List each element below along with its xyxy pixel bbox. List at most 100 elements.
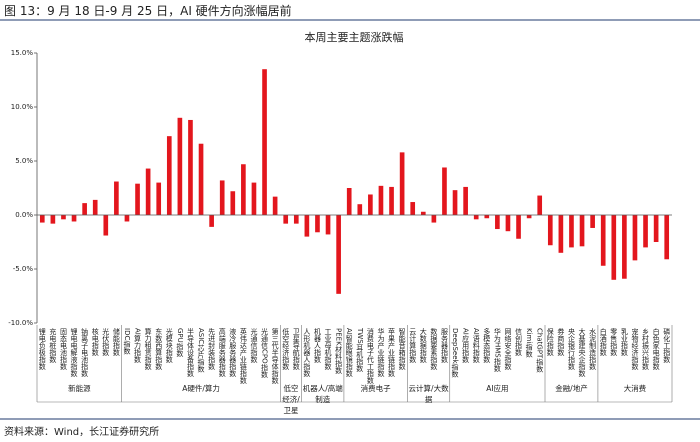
x-tick-label: ChatGPT指数 <box>536 328 544 373</box>
bar <box>166 136 172 215</box>
x-tick-label: 零售指数 <box>610 328 618 357</box>
bar <box>420 211 426 215</box>
x-tick-label: 钠离子电池指数 <box>81 327 89 378</box>
x-tick-label: DeepSeek指数 <box>451 328 459 379</box>
x-tick-label: 券商指数 <box>557 327 565 357</box>
bar <box>643 215 648 248</box>
x-tick-label: AI应用指数 <box>462 328 470 364</box>
y-tick-label: -10.0% <box>8 319 33 327</box>
bar <box>39 215 45 223</box>
bar <box>230 191 236 215</box>
bar <box>283 215 289 224</box>
bar <box>135 183 140 215</box>
bar <box>622 215 627 279</box>
x-tick-label: 算力租赁指数 <box>144 327 152 371</box>
bar <box>82 203 87 215</box>
x-tick-label: 保险指数 <box>546 327 554 357</box>
bar <box>484 215 490 219</box>
x-tick-label: 机器人指数 <box>313 327 321 364</box>
x-tick-label: 半导体设备指数 <box>186 327 194 378</box>
bar <box>357 204 363 215</box>
x-tick-label: 磷化工指数 <box>663 327 671 364</box>
x-tick-label: 白酒指数 <box>599 327 607 357</box>
x-tick-label: 高端服务器指数 <box>218 327 226 378</box>
y-tick-label: 5.0% <box>15 157 33 165</box>
bar <box>473 215 479 220</box>
group-label: 云计算/大数据 <box>408 384 449 404</box>
bar <box>114 181 119 215</box>
x-tick-label: 先进封装指数 <box>208 327 216 371</box>
x-tick-label: 信创指数 <box>515 327 523 357</box>
x-tick-label: GPU指数 <box>176 328 184 358</box>
x-tick-label: 充电桩指数 <box>49 327 57 364</box>
bar <box>50 215 56 224</box>
bar <box>219 180 225 215</box>
x-tick-label: AI算力指数 <box>134 328 142 364</box>
x-tick-label: 云计算指数 <box>409 328 417 364</box>
x-tick-label: IDC指数 <box>123 328 131 356</box>
y-tick-label: 0.0% <box>15 211 33 219</box>
x-tick-label: 第三代半导体指数 <box>271 327 279 385</box>
bar <box>241 164 246 215</box>
bar <box>389 186 394 215</box>
bar <box>198 143 204 215</box>
x-tick-label: 人形机器人指数 <box>303 328 311 378</box>
group-label: 机器人/高端制造 <box>302 384 343 404</box>
x-tick-label: 水泥制造指数 <box>589 327 597 371</box>
y-tick-label: -5.0% <box>13 265 34 273</box>
x-tick-label: 英伟达产业链指数 <box>239 327 247 385</box>
bar <box>145 168 151 215</box>
x-tick-label: 锂电负极指数 <box>38 327 46 371</box>
x-tick-label: 光通信CPO指数 <box>261 327 269 379</box>
x-tick-label: 低空经济指数 <box>282 327 290 371</box>
group-label: AI应用 <box>486 384 509 393</box>
bar <box>71 215 77 222</box>
bar <box>209 215 214 227</box>
bar <box>368 194 373 215</box>
bar <box>346 188 352 215</box>
x-tick-label: 宠物经济指数 <box>631 327 639 371</box>
x-tick-label: Kimi指数 <box>525 328 533 358</box>
bar <box>61 215 66 220</box>
x-tick-label: 核电指数 <box>91 327 99 357</box>
x-tick-label: 液冷服务器指数 <box>229 327 237 378</box>
bar <box>495 215 500 230</box>
x-tick-label: TWS耳机指数 <box>356 327 364 373</box>
x-tick-label: 工业母机指数 <box>324 328 332 371</box>
x-tick-label: 固态电池指数 <box>59 328 67 371</box>
x-tick-label: 光通信指数 <box>250 327 258 364</box>
y-tick-label: 10.0% <box>11 103 34 111</box>
bar <box>579 215 585 247</box>
bar <box>537 195 543 215</box>
bar <box>558 215 564 253</box>
x-tick-label: 东数西算指数 <box>155 327 163 371</box>
x-tick-label: 央企银行指数 <box>567 327 575 371</box>
x-tick-label: 白色家电指数 <box>652 327 660 371</box>
group-label: 大消费 <box>623 384 647 393</box>
bar <box>569 215 574 248</box>
bar <box>632 215 638 261</box>
x-tick-label: 大数据指数 <box>419 327 427 364</box>
bar <box>325 215 331 235</box>
x-tick-label: 多模态指数 <box>483 327 491 364</box>
bar <box>315 215 320 233</box>
x-tick-label: 消费电子代工指数 <box>366 327 374 385</box>
bar <box>463 186 468 215</box>
x-tick-label: 光伏指数 <box>102 327 110 357</box>
bar <box>611 215 617 280</box>
bar <box>590 215 595 228</box>
bar <box>600 215 606 266</box>
x-tick-label: ASIC芯片指数 <box>197 328 205 373</box>
x-tick-label: 乡村振兴指数 <box>642 328 650 371</box>
group-label: 新能源 <box>68 384 91 393</box>
x-tick-label: 华为HMS指数 <box>493 327 501 373</box>
bar <box>664 215 670 260</box>
x-tick-label: AI语料指数 <box>472 328 480 364</box>
group-label: A硬件/算力 <box>182 384 220 393</box>
x-tick-label: 华为产业链指数 <box>377 327 385 378</box>
bar <box>103 215 109 236</box>
bar <box>526 215 532 219</box>
bar <box>431 215 437 223</box>
